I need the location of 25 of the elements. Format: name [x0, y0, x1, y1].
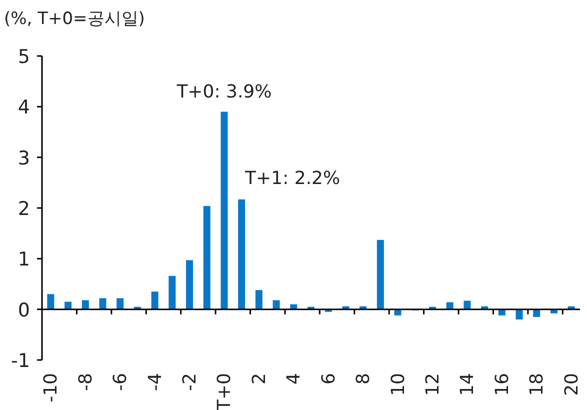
x-tick-label: -10 [40, 373, 62, 402]
x-tick-label: 2 [248, 373, 270, 384]
annotation: T+0: 3.9% [176, 82, 272, 103]
x-tick-label: 12 [422, 373, 444, 396]
x-tick-label: 18 [526, 373, 548, 396]
y-tick-label: 5 [18, 46, 30, 68]
annotation: T+1: 2.2% [244, 168, 340, 189]
y-tick-label: 3 [18, 147, 30, 170]
y-tick-label: 4 [18, 96, 30, 119]
y-axis-title: (%, T+0=공시일) [4, 9, 145, 29]
x-tick-label: 4 [284, 373, 305, 384]
x-tick-label: -2 [180, 373, 201, 391]
y-tick-label: 1 [18, 248, 30, 271]
x-tick-label: 6 [318, 373, 340, 384]
x-tick-label: 8 [353, 373, 374, 384]
x-tick-label: 10 [388, 373, 409, 396]
x-tick-label: -4 [144, 373, 166, 391]
x-tick-label: 16 [492, 373, 513, 396]
y-tick-label: 0 [18, 299, 30, 322]
x-tick-label: -6 [110, 373, 132, 391]
y-tick-label: -1 [11, 350, 30, 372]
x-tick-label: 20 [561, 373, 582, 396]
y-tick-label: 2 [18, 198, 30, 220]
x-tick-label: -8 [75, 373, 96, 391]
x-tick-label: 14 [457, 373, 478, 396]
